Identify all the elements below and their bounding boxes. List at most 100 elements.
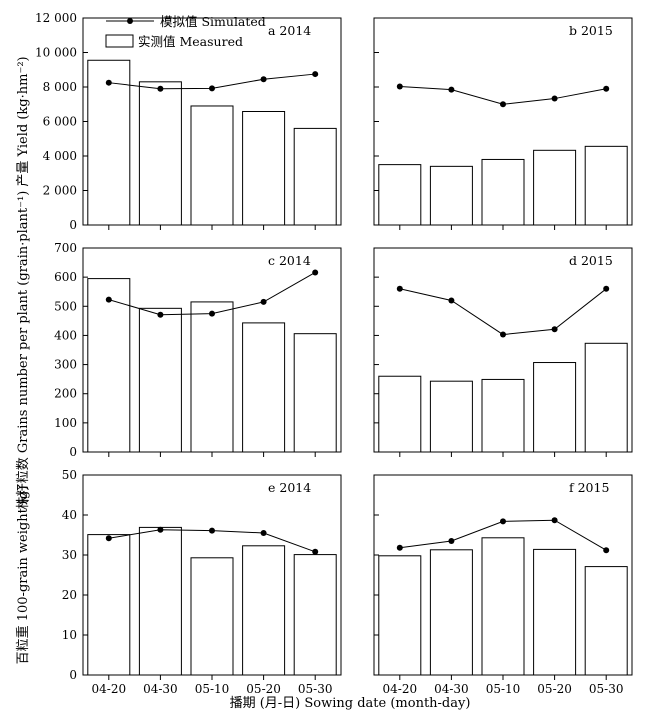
bar-measured bbox=[190, 557, 234, 676]
point-simulated bbox=[500, 101, 506, 108]
bar-measured bbox=[481, 378, 525, 453]
bar-measured bbox=[378, 164, 422, 226]
bar-measured bbox=[190, 105, 234, 226]
y-tick-label: 700 bbox=[54, 241, 77, 255]
bar-measured bbox=[293, 554, 337, 676]
x-tick-label: 04-20 bbox=[383, 682, 418, 696]
legend-label-simulated: 模拟值 Simulated bbox=[160, 14, 266, 29]
point-simulated bbox=[260, 76, 267, 83]
point-simulated bbox=[105, 296, 112, 303]
panel-d-2015: d 2015 bbox=[373, 247, 633, 457]
point-simulated bbox=[157, 311, 164, 318]
bar-measured bbox=[481, 537, 525, 676]
point-simulated bbox=[500, 331, 506, 338]
point-simulated bbox=[448, 538, 455, 544]
bar-measured bbox=[584, 145, 628, 226]
point-simulated bbox=[396, 544, 403, 551]
y-tick-label: 20 bbox=[62, 588, 77, 602]
x-tick-label: 05-20 bbox=[537, 682, 572, 696]
point-simulated bbox=[260, 298, 267, 305]
point-simulated bbox=[551, 95, 558, 102]
point-simulated bbox=[209, 527, 215, 534]
bar-measured bbox=[429, 380, 473, 453]
point-simulated bbox=[157, 526, 164, 533]
bar-measured bbox=[429, 165, 473, 226]
y-tick-label: 10 000 bbox=[35, 46, 77, 60]
panel-a-2014: 0 2 000 4 000 6 000 8 000 10 000 12 000 a 2014 产… bbox=[16, 11, 342, 232]
y-axis-title: 株籽粒数 Grains number per plant (grain·plan… bbox=[16, 191, 31, 510]
point-simulated bbox=[105, 535, 112, 542]
bar-measured bbox=[87, 278, 131, 453]
point-simulated bbox=[603, 547, 610, 554]
point-simulated bbox=[260, 530, 267, 536]
y-tick-label: 500 bbox=[54, 299, 77, 313]
bar-measured bbox=[293, 333, 337, 453]
bar-measured bbox=[242, 110, 286, 226]
y-tick-label: 50 bbox=[62, 468, 77, 482]
panel-label: d 2015 bbox=[569, 253, 613, 268]
y-tick-label: 400 bbox=[54, 328, 77, 342]
point-simulated bbox=[312, 269, 319, 276]
bar-measured bbox=[533, 149, 577, 226]
y-axis-title: 百粒重 100-grain weight (g) bbox=[15, 486, 31, 665]
y-tick-label: 0 bbox=[69, 445, 77, 459]
bar-measured bbox=[242, 322, 286, 453]
legend-marker-simulated bbox=[127, 18, 133, 24]
bar-measured bbox=[242, 545, 286, 676]
bar-measured bbox=[533, 548, 577, 676]
panel-label: e 2014 bbox=[268, 480, 311, 495]
bar-measured bbox=[584, 566, 628, 676]
point-simulated bbox=[312, 548, 319, 555]
legend-swatch-measured bbox=[105, 34, 134, 48]
bar-measured bbox=[429, 549, 473, 676]
panel-f-2015: 04-20 04-30 05-10 05-20 05-30 f 2015 bbox=[373, 474, 633, 696]
panel-label: f 2015 bbox=[569, 480, 609, 495]
y-tick-label: 10 bbox=[62, 628, 77, 642]
x-tick-label: 04-30 bbox=[143, 682, 178, 696]
y-tick-label: 4 000 bbox=[43, 149, 77, 163]
point-simulated bbox=[209, 310, 215, 317]
panel-label: b 2015 bbox=[569, 23, 613, 38]
bar-measured bbox=[138, 526, 182, 676]
x-tick-label: 05-10 bbox=[195, 682, 230, 696]
x-tick-label: 05-10 bbox=[486, 682, 521, 696]
x-tick-label: 04-20 bbox=[92, 682, 127, 696]
y-tick-label: 6 000 bbox=[43, 115, 77, 129]
panel-e-2014: 0 10 20 30 40 50 04-20 04-30 05-10 05-20 05-30 e 20… bbox=[15, 468, 342, 696]
series-line-simulated bbox=[399, 288, 607, 336]
point-simulated bbox=[105, 79, 112, 86]
bar-measured bbox=[138, 307, 182, 453]
y-tick-label: 100 bbox=[54, 416, 77, 430]
y-tick-label: 0 bbox=[69, 218, 77, 232]
point-simulated bbox=[396, 285, 403, 292]
point-simulated bbox=[448, 86, 455, 93]
panel-label: c 2014 bbox=[268, 253, 311, 268]
bar-measured bbox=[190, 301, 234, 453]
y-tick-label: 0 bbox=[69, 668, 77, 682]
point-simulated bbox=[551, 326, 558, 333]
panel-label: a 2014 bbox=[268, 23, 311, 38]
panel-b-2015: b 2015 bbox=[373, 17, 633, 230]
point-simulated bbox=[448, 297, 455, 304]
bar-measured bbox=[293, 127, 337, 226]
y-tick-label: 40 bbox=[62, 508, 77, 522]
point-simulated bbox=[209, 85, 215, 92]
point-simulated bbox=[603, 285, 610, 292]
y-axis-title: 产量 Yield (kg·hm⁻²) bbox=[16, 56, 31, 186]
point-simulated bbox=[312, 71, 319, 78]
bar-measured bbox=[378, 555, 422, 676]
y-tick-label: 300 bbox=[54, 358, 77, 372]
x-tick-label: 05-20 bbox=[246, 682, 281, 696]
x-tick-label: 04-30 bbox=[434, 682, 469, 696]
x-tick-label: 05-30 bbox=[589, 682, 624, 696]
y-tick-label: 30 bbox=[62, 548, 77, 562]
x-axis-title: 播期 (月-日) Sowing date (month-day) bbox=[230, 696, 471, 711]
bar-measured bbox=[584, 342, 628, 453]
legend: 模拟值 Simulated 实测值 Measured bbox=[105, 14, 266, 49]
point-simulated bbox=[551, 517, 558, 524]
bar-measured bbox=[533, 362, 577, 453]
y-tick-label: 200 bbox=[54, 387, 77, 401]
legend-label-measured: 实测值 Measured bbox=[138, 34, 243, 49]
